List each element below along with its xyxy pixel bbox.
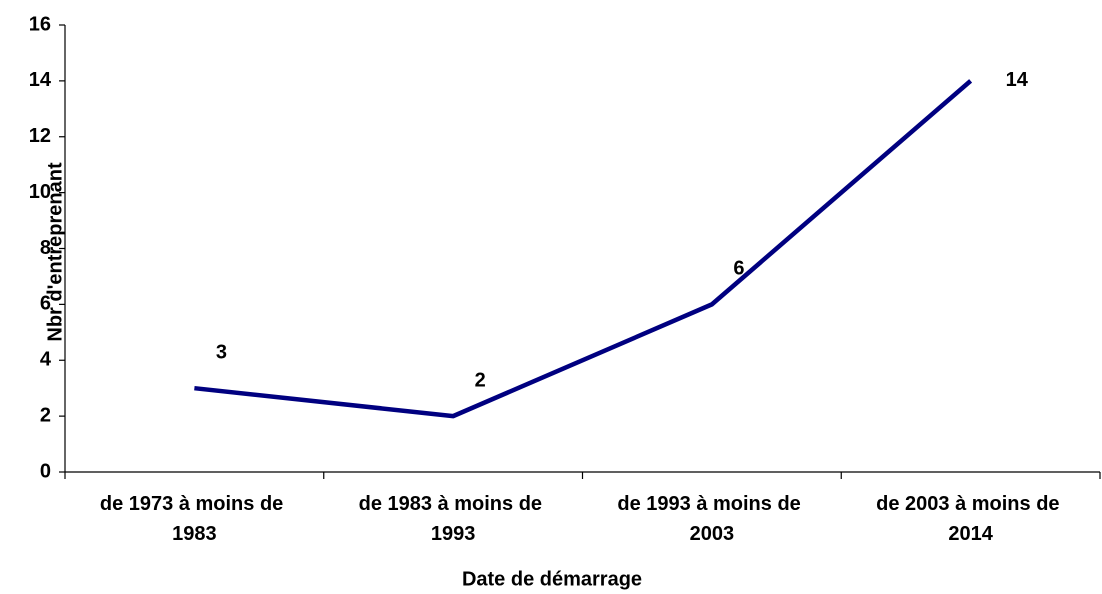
y-tick-label: 2 — [40, 404, 51, 426]
x-tick-label: de 2003 à moins de 2014 — [876, 493, 1065, 545]
x-tick-label: de 1983 à moins de 1993 — [359, 493, 548, 545]
data-label: 2 — [475, 369, 486, 391]
x-tick-label: de 1993 à moins de 2003 — [617, 493, 806, 545]
data-label: 14 — [1006, 69, 1029, 91]
y-tick-label: 14 — [29, 69, 52, 91]
x-axis-title: Date de démarrage — [462, 568, 642, 590]
y-tick-label: 0 — [40, 460, 51, 482]
y-tick-label: 8 — [40, 237, 51, 259]
y-axis-title: Nbr d'entreprenant — [44, 162, 66, 342]
y-tick-label: 12 — [29, 125, 51, 147]
x-tick-label: de 1973 à moins de 1983 — [100, 493, 289, 545]
y-tick-label: 10 — [29, 181, 51, 203]
y-tick-label: 6 — [40, 293, 51, 315]
data-label: 6 — [733, 258, 744, 280]
y-tick-label: 16 — [29, 13, 51, 35]
line — [194, 79, 973, 419]
y-tick-label: 4 — [40, 349, 52, 371]
data-label: 3 — [216, 341, 227, 363]
